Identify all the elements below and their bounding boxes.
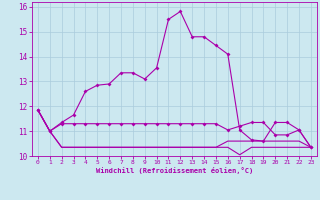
X-axis label: Windchill (Refroidissement éolien,°C): Windchill (Refroidissement éolien,°C) — [96, 167, 253, 174]
